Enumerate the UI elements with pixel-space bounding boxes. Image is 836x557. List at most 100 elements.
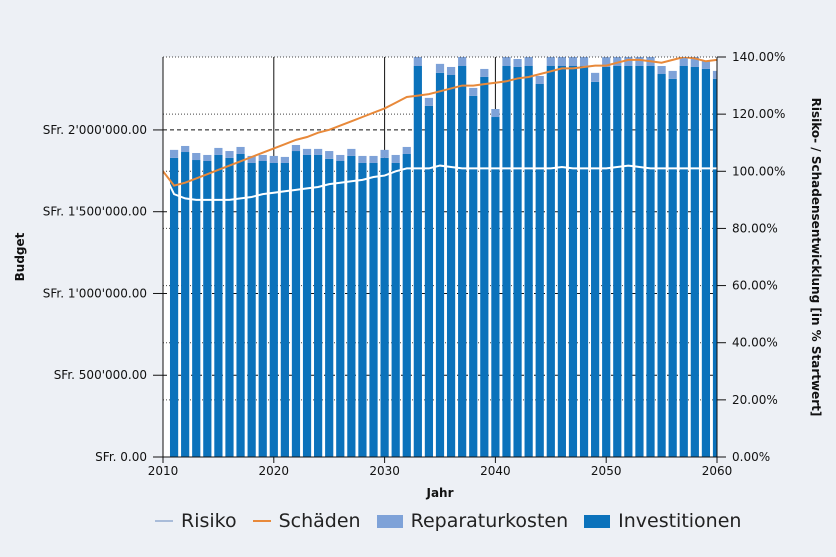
bar-investitionen (236, 153, 245, 457)
y-tick-label: SFr. 500'000.00 (54, 368, 147, 382)
bar-reparaturkosten (591, 72, 600, 82)
bar-reparaturkosten (203, 154, 212, 162)
bar-reparaturkosten (225, 151, 234, 158)
bar-investitionen (591, 81, 600, 457)
y2-tick-label: 40.00% (732, 336, 778, 350)
y2-tick-label: 0.00% (732, 450, 770, 464)
bar-reparaturkosten (502, 57, 511, 66)
x-tick-label: 2010 (148, 464, 179, 478)
y2-tick-label: 20.00% (732, 393, 778, 407)
bar-investitionen (458, 65, 467, 457)
legend-item-reparaturkosten: Reparaturkosten (376, 510, 569, 532)
bar-investitionen (214, 154, 223, 457)
bar-investitionen (613, 65, 622, 457)
bar-reparaturkosten (413, 57, 422, 66)
bar-reparaturkosten (336, 154, 345, 162)
x-axis-title: Jahr (425, 486, 453, 500)
bar-reparaturkosten (380, 149, 389, 158)
bar-reparaturkosten (469, 87, 478, 96)
legend: Risiko Schäden Reparaturkosten Investitione… (155, 510, 757, 532)
bar-reparaturkosten (513, 58, 522, 67)
bar-reparaturkosten (657, 65, 666, 75)
bar-investitionen (690, 66, 699, 457)
bar-investitionen (314, 154, 323, 457)
y2-tick-label: 60.00% (732, 279, 778, 293)
bar-reparaturkosten (169, 149, 179, 158)
bar-reparaturkosten (181, 145, 190, 153)
bar-investitionen (712, 78, 717, 457)
bar-investitionen (491, 117, 500, 457)
bar-reparaturkosten (480, 68, 489, 77)
bar-reparaturkosten (258, 154, 267, 162)
legend-item-schäden: Schäden (252, 510, 361, 532)
bar-reparaturkosten (635, 57, 644, 66)
bar-reparaturkosten (613, 57, 622, 66)
bar-investitionen (568, 65, 578, 457)
bar-investitionen (469, 95, 478, 457)
bar-reparaturkosten (247, 155, 256, 163)
legend-item-risiko: Risiko (155, 510, 237, 532)
bar-investitionen (269, 162, 278, 457)
bar-investitionen (657, 74, 666, 457)
bar-reparaturkosten (391, 154, 400, 163)
y-tick-label: SFr. 1'500'000.00 (43, 205, 147, 219)
bar-investitionen (247, 162, 256, 457)
y-tick-label: SFr. 0.00 (95, 450, 147, 464)
x-tick-label: 2060 (702, 464, 733, 478)
y-tick-label: SFr. 2'000'000.00 (43, 123, 147, 137)
bar-investitionen (402, 153, 411, 457)
bar-investitionen (347, 155, 356, 457)
bar-investitionen (302, 154, 312, 457)
bar-reparaturkosten (280, 156, 289, 163)
bar-reparaturkosten (358, 155, 367, 163)
bar-investitionen (535, 83, 544, 457)
y2-axis-title: Risiko- / Schadensentwicklung [in % Star… (809, 98, 823, 417)
line-schaeden (163, 57, 717, 187)
x-tick-label: 2030 (369, 464, 400, 478)
line-risiko (163, 164, 717, 201)
bar-reparaturkosten (712, 70, 717, 79)
bar-reparaturkosten (668, 70, 677, 79)
bar-investitionen (203, 161, 212, 457)
bar-reparaturkosten (424, 97, 434, 106)
bar-investitionen (635, 65, 644, 457)
bar-investitionen (502, 65, 511, 457)
y2-tick-label: 100.00% (732, 164, 785, 178)
x-tick-label: 2040 (480, 464, 511, 478)
bar-investitionen (325, 158, 334, 457)
bar-reparaturkosten (491, 109, 500, 118)
bar-investitionen (225, 157, 234, 457)
legend-swatch (376, 514, 403, 528)
bar-investitionen (646, 65, 655, 457)
bar-reparaturkosten (402, 146, 411, 154)
bar-investitionen (380, 157, 389, 457)
bar-investitionen (579, 65, 589, 457)
y2-tick-label: 140.00% (732, 50, 785, 64)
bar-investitionen (413, 65, 422, 457)
y-tick-label: SFr. 1'000'000.00 (43, 286, 147, 300)
legend-label: Reparaturkosten (410, 510, 569, 532)
bar-reparaturkosten (446, 66, 456, 75)
bar-reparaturkosten (557, 57, 566, 66)
bar-investitionen (192, 160, 201, 457)
x-tick-label: 2050 (591, 464, 622, 478)
bar-reparaturkosten (679, 57, 688, 66)
bar-investitionen (391, 162, 400, 457)
bar-investitionen (169, 157, 179, 457)
legend-swatch (155, 520, 173, 522)
bar-investitionen (291, 151, 301, 457)
bar-reparaturkosten (568, 57, 578, 66)
bar-reparaturkosten (314, 148, 323, 155)
legend-label: Risiko (181, 510, 237, 532)
y-axis-title: Budget (13, 232, 27, 281)
bar-reparaturkosten (435, 63, 445, 73)
bar-investitionen (546, 65, 555, 457)
bar-investitionen (668, 78, 677, 457)
bar-investitionen (258, 161, 267, 457)
bar-reparaturkosten (236, 146, 245, 154)
bar-reparaturkosten (369, 155, 378, 163)
bar-investitionen (524, 65, 533, 457)
legend-item-investitionen: Investitionen (584, 510, 741, 532)
x-tick-label: 2020 (259, 464, 290, 478)
